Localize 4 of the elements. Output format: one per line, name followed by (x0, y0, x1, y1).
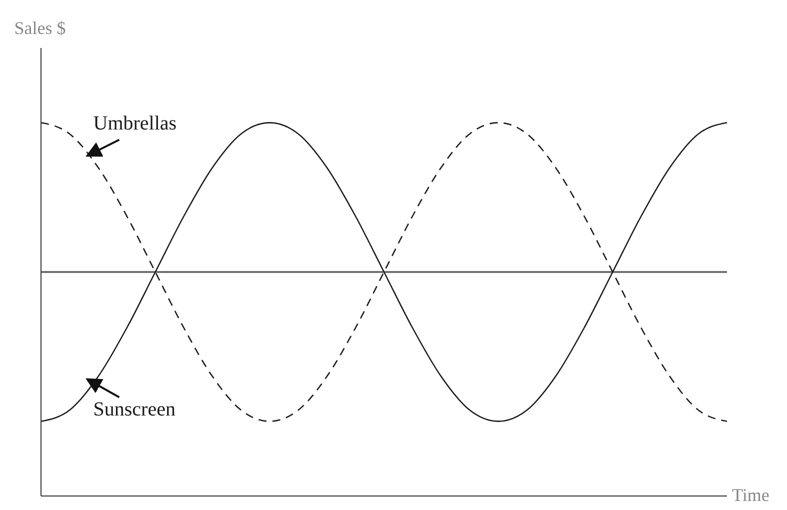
legend-label: Sunscreen (93, 398, 176, 420)
y-axis-title: Sales $ (14, 18, 66, 38)
x-axis-title: Time (732, 485, 770, 505)
series-label: Umbrellas (93, 112, 177, 135)
